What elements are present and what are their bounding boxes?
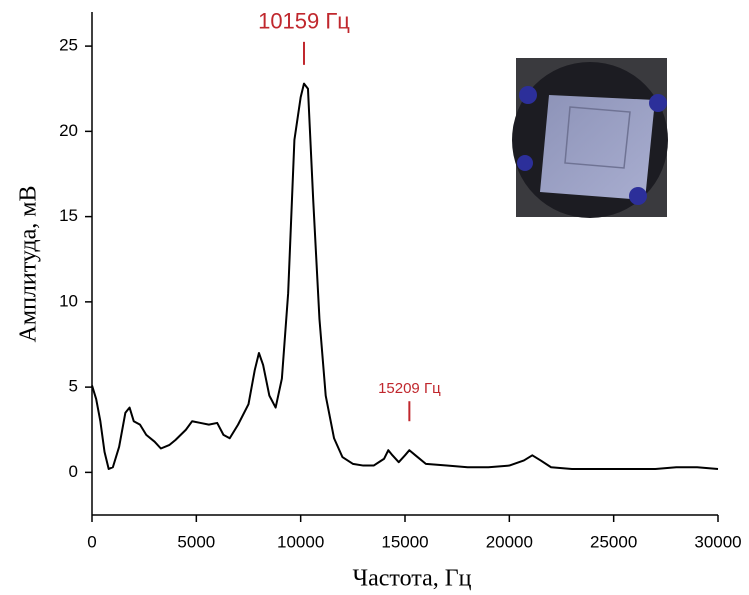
data-line	[91, 82, 719, 470]
x-tick-label: 30000	[694, 532, 741, 551]
y-tick-label: 5	[69, 377, 78, 396]
y-tick-label: 15	[59, 206, 78, 225]
y-tick-label: 10	[59, 291, 78, 310]
y-tick-label: 25	[59, 36, 78, 55]
y-tick-label: 20	[59, 121, 78, 140]
y-axis-label: Амплитуда, мВ	[16, 186, 42, 343]
x-tick-label: 0	[87, 532, 96, 551]
x-tick-label: 5000	[177, 532, 215, 551]
x-tick-label: 10000	[277, 532, 324, 551]
annotation-text: 10159 Гц	[258, 9, 350, 34]
x-tick-label: 25000	[590, 532, 637, 551]
y-tick-label: 0	[69, 462, 78, 481]
x-tick-label: 15000	[381, 532, 428, 551]
x-tick-label: 20000	[486, 532, 533, 551]
annotation-text: 15209 Гц	[378, 380, 441, 397]
inset-photo	[512, 58, 668, 218]
x-axis-label: Частота, Гц	[353, 566, 472, 592]
